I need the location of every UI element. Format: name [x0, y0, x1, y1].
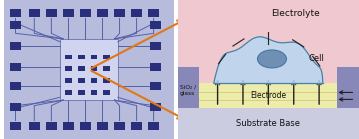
Bar — [65, 78, 72, 83]
Bar — [114, 9, 125, 17]
Bar — [65, 55, 72, 59]
Bar — [80, 9, 91, 17]
Bar — [60, 39, 118, 100]
Bar — [10, 82, 20, 90]
Bar — [103, 66, 110, 71]
Bar — [337, 67, 359, 108]
Bar — [103, 90, 110, 95]
Bar — [150, 42, 161, 50]
Bar — [78, 90, 85, 95]
Bar — [63, 122, 74, 130]
Bar — [97, 9, 108, 17]
Bar — [46, 9, 57, 17]
Bar — [97, 122, 108, 130]
Bar — [114, 122, 125, 130]
Bar — [90, 66, 97, 71]
Bar — [46, 122, 57, 130]
Bar — [103, 55, 110, 59]
Text: Substrate Base: Substrate Base — [236, 119, 300, 128]
Bar — [90, 90, 97, 95]
Bar — [10, 9, 21, 17]
Ellipse shape — [257, 50, 286, 68]
Bar — [78, 66, 85, 71]
Bar — [90, 55, 97, 59]
Bar — [150, 103, 161, 111]
Bar — [148, 122, 159, 130]
Bar — [150, 63, 161, 71]
Bar — [103, 78, 110, 83]
Bar — [10, 122, 21, 130]
Bar — [131, 9, 142, 17]
Polygon shape — [214, 37, 323, 83]
Bar — [10, 103, 20, 111]
Bar — [148, 9, 159, 17]
Bar — [10, 42, 20, 50]
Bar — [29, 9, 40, 17]
Bar — [10, 21, 20, 29]
Bar — [178, 67, 200, 108]
Text: SiO₂ /
glass: SiO₂ / glass — [180, 85, 196, 96]
Bar — [90, 78, 97, 83]
Bar — [65, 90, 72, 95]
Bar — [178, 83, 359, 108]
Bar — [80, 122, 91, 130]
Bar — [178, 108, 359, 139]
Bar — [178, 0, 359, 83]
Bar — [150, 82, 161, 90]
Text: Electrode: Electrode — [250, 91, 286, 100]
Bar — [63, 9, 74, 17]
Bar — [150, 21, 161, 29]
Bar — [65, 66, 72, 71]
Bar — [29, 122, 40, 130]
Bar — [78, 55, 85, 59]
Bar — [78, 78, 85, 83]
Text: Electrolyte: Electrolyte — [271, 9, 320, 18]
Bar — [131, 122, 142, 130]
Bar — [10, 63, 20, 71]
Text: Cell: Cell — [308, 54, 324, 63]
